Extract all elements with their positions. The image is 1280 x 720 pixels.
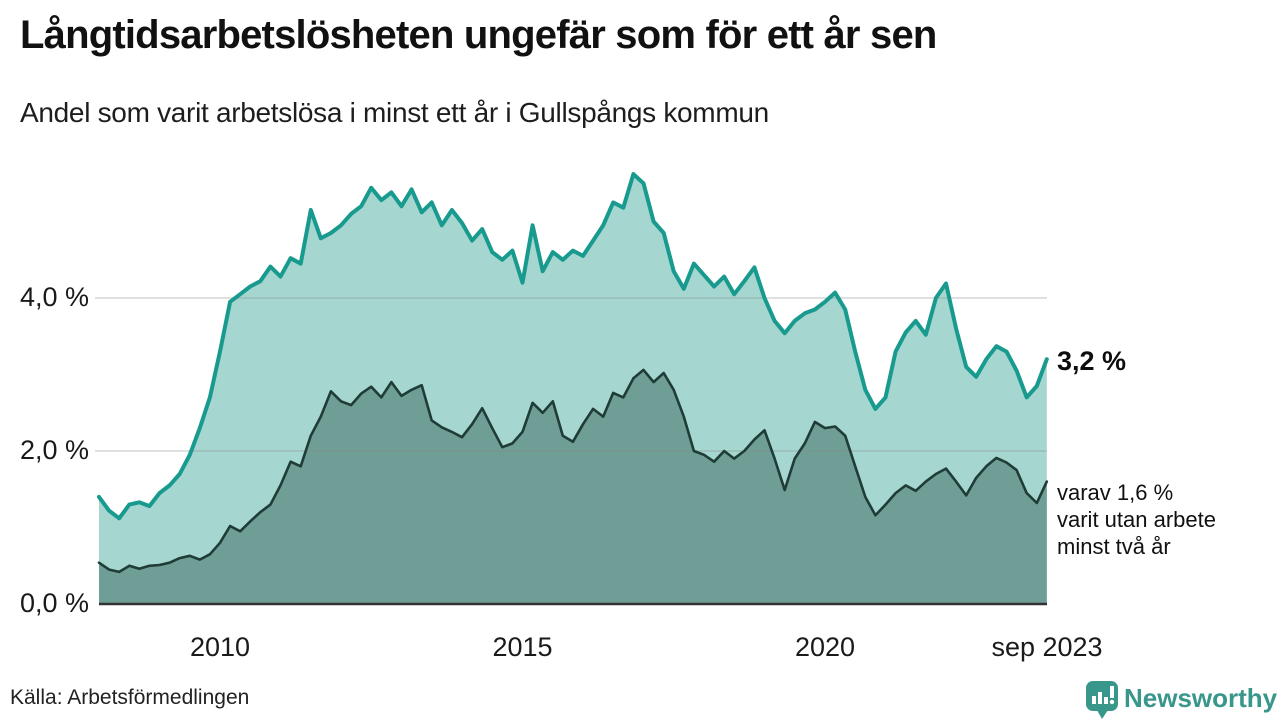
- logo-bar-2: [1098, 692, 1102, 704]
- series-2yr-line: [97, 368, 1049, 574]
- source-note: Källa: Arbetsförmedlingen: [10, 686, 250, 709]
- y-tick-label: 4,0 %: [20, 282, 90, 312]
- logo-exclamation-dot: [1109, 699, 1115, 705]
- newsworthy-logo-icon: [1086, 681, 1118, 719]
- page-title: Långtidsarbetslösheten ungefär som för e…: [20, 13, 937, 57]
- y-tick-label: 2,0 %: [20, 435, 90, 465]
- newsworthy-wordmark: Newsworthy: [1124, 683, 1278, 713]
- logo-bar-1: [1092, 696, 1096, 704]
- series-2yr-end-label: varav 1,6 % varit utan arbete minst två …: [1057, 479, 1216, 560]
- end-label-line-2: varit utan arbete: [1057, 507, 1216, 532]
- gridlines: [95, 297, 1047, 452]
- page-subtitle: Andel som varit arbetslösa i minst ett å…: [20, 97, 769, 128]
- x-tick-label: 2020: [794, 632, 856, 662]
- end-label-line-3: minst två år: [1057, 534, 1171, 559]
- logo-exclamation-bar: [1110, 686, 1114, 698]
- series-1yr-line: [97, 172, 1049, 521]
- series-1yr-end-label: 3,2 %: [1057, 346, 1127, 376]
- series-2yr-area: [99, 369, 1047, 604]
- end-label-line-1: varav 1,6 %: [1057, 480, 1174, 505]
- x-tick-label: sep 2023: [991, 632, 1103, 662]
- logo-bar-3: [1104, 697, 1108, 704]
- y-tick-label: 0,0 %: [20, 588, 90, 618]
- x-tick-label: 2010: [189, 632, 251, 662]
- x-tick-label: 2015: [492, 632, 553, 662]
